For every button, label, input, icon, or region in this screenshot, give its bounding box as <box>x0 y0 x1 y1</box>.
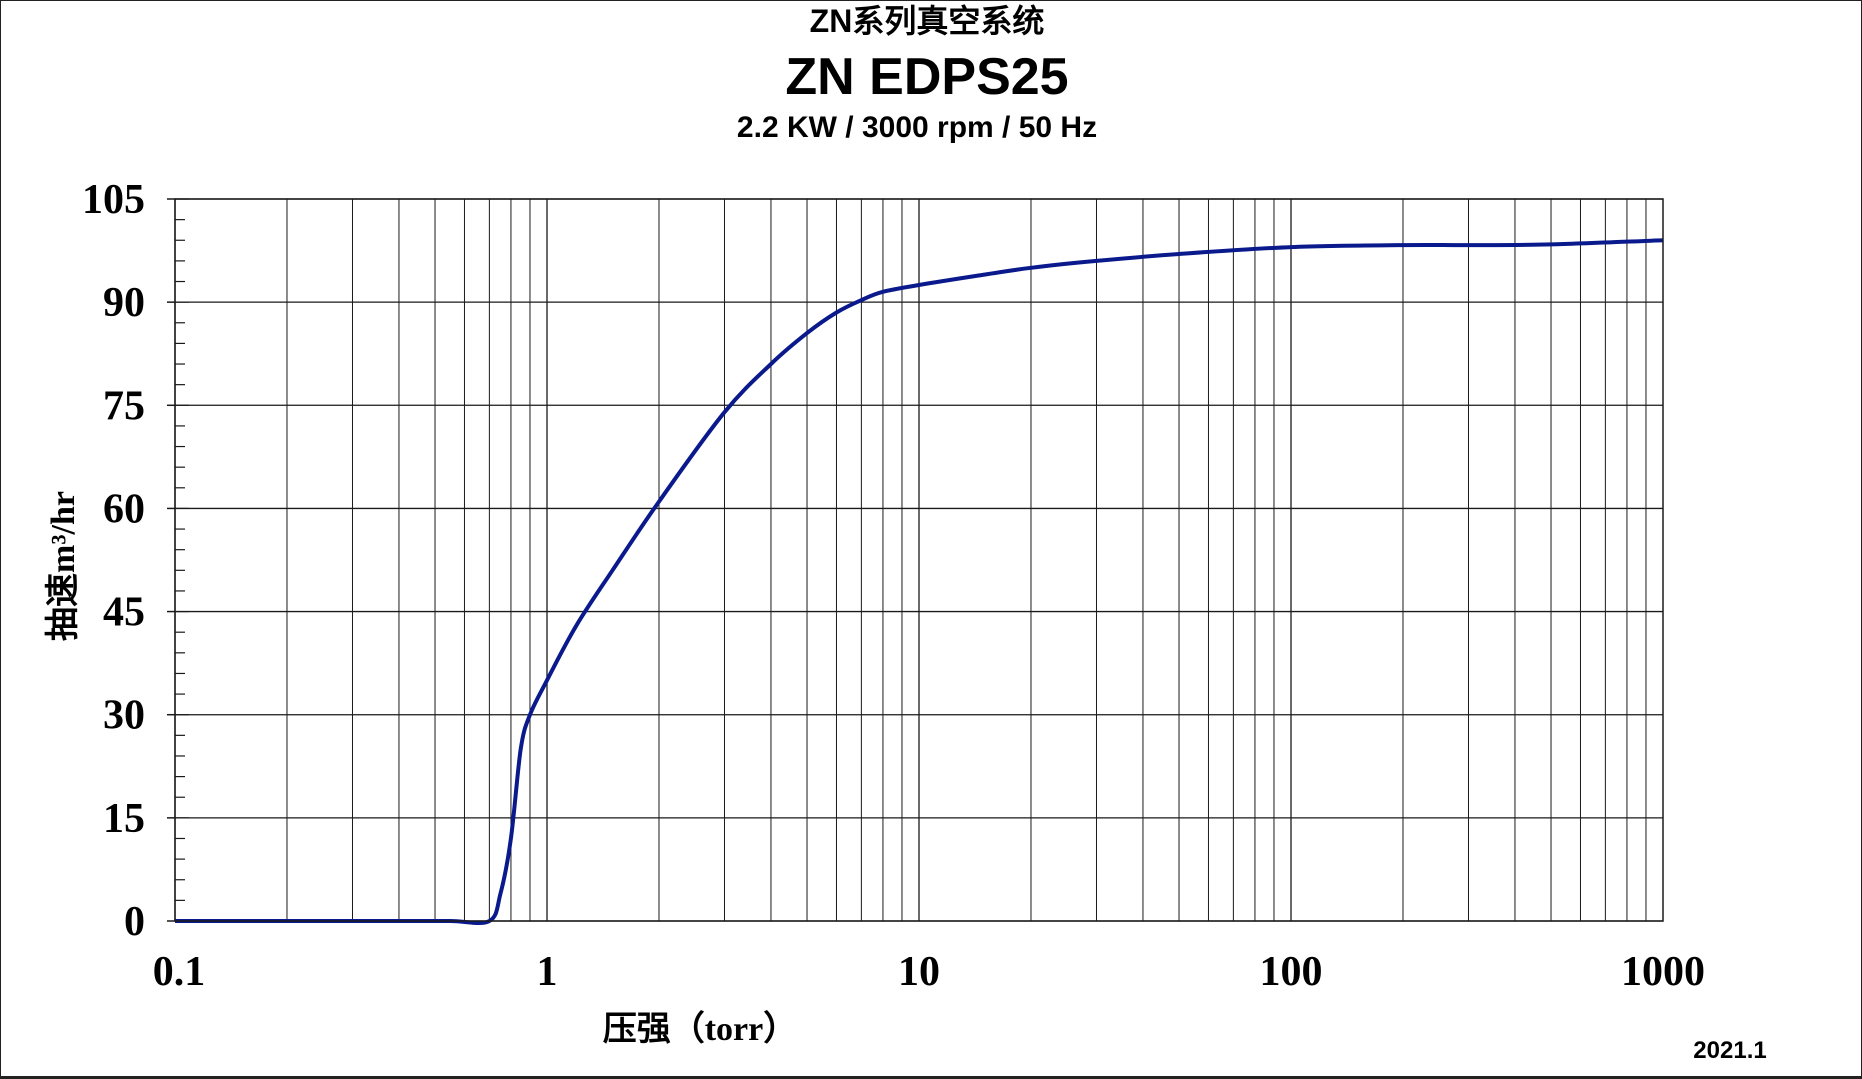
y-tick-labels: 0 15 30 45 60 75 90 105 <box>82 177 145 945</box>
chart-subtitle: 2.2 KW / 3000 rpm / 50 Hz <box>737 111 1097 144</box>
grid <box>167 198 1663 922</box>
y-tick-label: 0 <box>124 899 145 945</box>
date-label: 2021.1 <box>1693 1037 1766 1064</box>
series-lines <box>175 238 1664 926</box>
x-axis-label: 压强（torr） <box>603 1009 798 1048</box>
x-tick-label: 0.1 <box>153 949 206 995</box>
chart-title: ZN EDPS25 <box>785 48 1068 106</box>
y-tick-label: 75 <box>103 383 145 429</box>
x-tick-label: 1000 <box>1621 949 1705 995</box>
y-axis-label: 抽速m³/hr <box>44 491 82 641</box>
x-tick-labels: 0.1 1 10 100 1000 <box>153 949 1705 995</box>
y-tick-label: 105 <box>82 177 145 223</box>
y-tick-label: 15 <box>103 796 145 842</box>
y-tick-label: 45 <box>103 590 145 636</box>
x-tick-label: 100 <box>1260 949 1323 995</box>
x-tick-label: 10 <box>898 949 940 995</box>
plot-area-border <box>174 198 1664 922</box>
x-tick-label: 1 <box>537 949 558 995</box>
series-line <box>175 238 1664 926</box>
y-tick-label: 90 <box>103 280 145 326</box>
y-tick-label: 30 <box>103 693 145 739</box>
y-tick-label: 60 <box>103 486 145 532</box>
series-title: ZN系列真空系统 <box>810 3 1045 39</box>
